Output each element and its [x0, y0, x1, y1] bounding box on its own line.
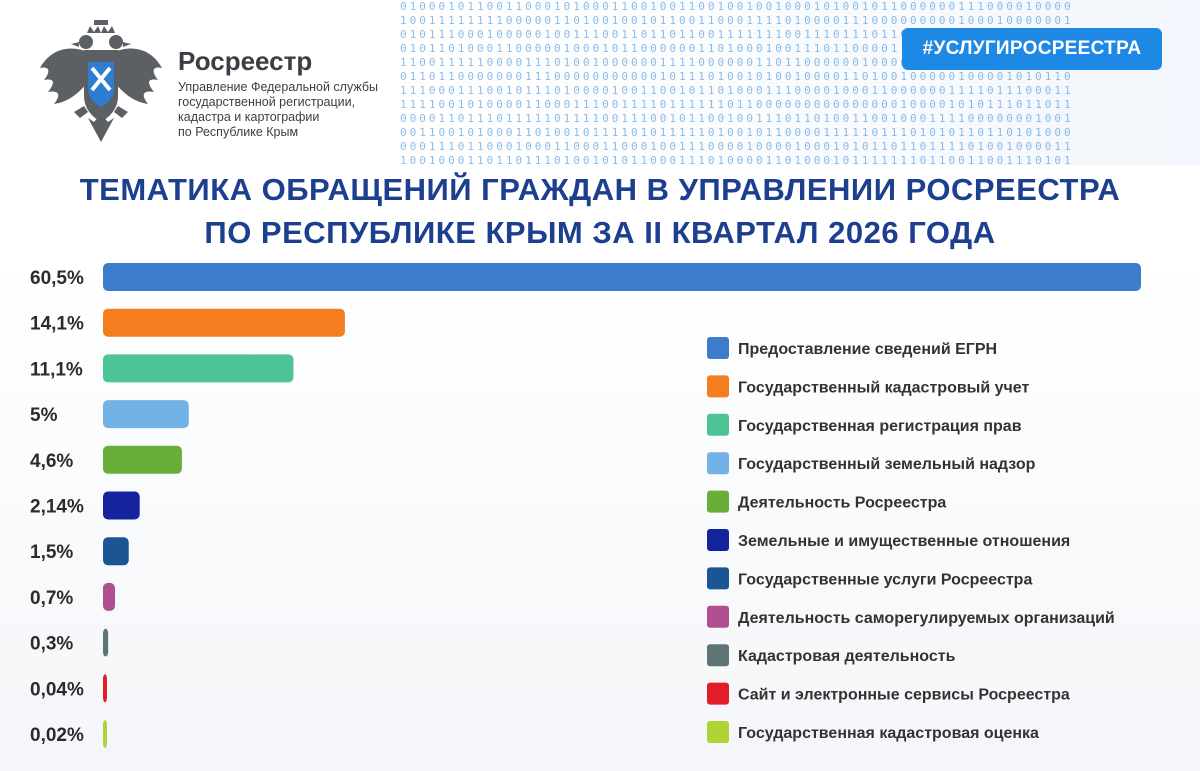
chart-area: 60,5% 14,1% 11,1% 5% 4,6% 2,14% 1,5% 0,7% 0,3% 0,… [0, 255, 1200, 771]
legend-label: Кадастровая деятельность [738, 648, 956, 665]
legend-label: Государственные услуги Росреестра [738, 571, 1032, 588]
bar-value-label: 60,5% [30, 268, 84, 289]
bar [103, 445, 182, 474]
bar-value-label: 11,1% [30, 359, 83, 380]
legend-swatch [707, 605, 729, 628]
brand-subtitle-line: по Республике Крым [178, 125, 299, 139]
bar [103, 628, 109, 657]
header-banner: 0100010110011000101000110010011001001001… [0, 0, 1200, 165]
legend-swatch [707, 721, 729, 743]
bar [103, 720, 107, 748]
bar [103, 263, 1141, 291]
title-line-1: ТЕМАТИКА ОБРАЩЕНИЙ ГРАЖДАН В УПРАВЛЕНИИ … [79, 172, 1121, 207]
bar-value-label: 4,6% [30, 451, 73, 472]
bar [103, 308, 345, 337]
legend-label: Государственный земельный надзор [738, 456, 1036, 473]
bar-value-label: 0,04% [30, 679, 84, 700]
legend-label: Государственная регистрация прав [738, 418, 1022, 435]
legend-swatch [707, 452, 729, 475]
brand-name: Росреестр [178, 46, 313, 76]
bar-value-label: 1,5% [30, 542, 73, 563]
bar [103, 491, 140, 520]
brand-subtitle-line: государственной регистрации, [178, 95, 356, 109]
bar [103, 582, 116, 611]
bar-value-label: 0,02% [30, 725, 84, 746]
bar-value-label: 0,3% [30, 634, 73, 655]
legend-swatch [707, 682, 729, 705]
legend-label: Земельные и имущественные отношения [738, 533, 1070, 550]
legend-label: Сайт и электронные сервисы Росреестра [738, 687, 1070, 704]
brand-subtitle-line: Управление Федеральной службы [178, 80, 378, 94]
legend-swatch [707, 490, 729, 513]
legend-label: Деятельность саморегулируемых организаци… [738, 610, 1115, 627]
legend-swatch [707, 337, 729, 359]
brand-subtitle: Управление Федеральной службы государств… [178, 80, 408, 140]
legend-label: Деятельность Росреестра [738, 495, 946, 512]
legend-label: Предоставление сведений ЕГРН [738, 341, 997, 358]
bar-value-label: 14,1% [30, 314, 84, 335]
double-headed-eagle-emblem-icon [40, 20, 162, 142]
bar-value-label: 2,14% [30, 497, 84, 518]
binary-pattern-decoration: 0100010110011000101000110010011001001001… [400, 0, 1074, 165]
page-title: ТЕМАТИКА ОБРАЩЕНИЙ ГРАЖДАН В УПРАВЛЕНИИ … [0, 168, 1200, 254]
bar [103, 537, 129, 566]
legend-swatch [707, 529, 729, 551]
title-line-2: ПО РЕСПУБЛИКЕ КРЫМ ЗА II КВАРТАЛ 2026 ГО… [204, 215, 996, 250]
bar [103, 400, 189, 429]
bar-value-label: 0,7% [30, 588, 73, 609]
legend-swatch [707, 375, 729, 398]
bar-chart: 60,5% 14,1% 11,1% 5% 4,6% 2,14% 1,5% 0,7% 0,3% 0,… [30, 263, 1141, 748]
legend-swatch [707, 413, 729, 436]
legend-swatch [707, 567, 729, 590]
legend-label: Государственная кадастровая оценка [738, 725, 1039, 742]
bar [103, 354, 294, 383]
bar [103, 674, 107, 703]
legend-swatch [707, 644, 729, 667]
legend-label: Государственный кадастровый учет [738, 379, 1029, 396]
brand-subtitle-line: кадастра и картографии [178, 110, 320, 124]
hashtag-badge: #УСЛУГИРОСРЕЕСТРА [902, 28, 1162, 70]
bar-value-label: 5% [30, 405, 58, 426]
